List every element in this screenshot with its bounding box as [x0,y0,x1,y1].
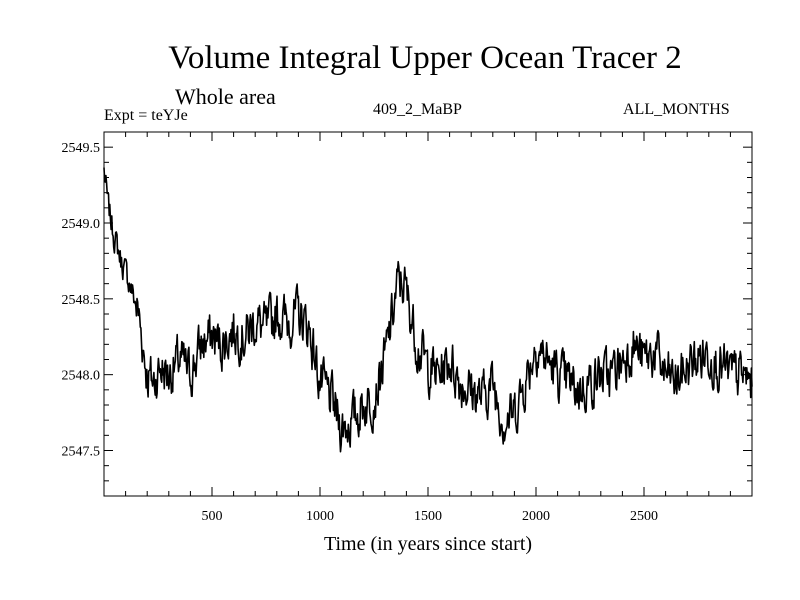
experiment-label: Expt = teYJe [104,107,188,124]
y-tick-label: 2548.0 [62,369,101,384]
axis-tick-labels: 500 1000 1500 2000 2500 2547.5 2548.0 2548.5 254… [62,141,659,524]
x-tick-label: 2500 [630,509,658,524]
chart-subtitle: Whole area [175,84,276,109]
period-label: 409_2_MaBP [373,101,462,118]
y-tick-label: 2549.0 [62,217,101,232]
series-line [103,167,753,453]
x-tick-label: 2000 [522,509,550,524]
months-label: ALL_MONTHS [623,101,730,118]
x-axis-label: Time (in years since start) [323,533,533,555]
x-tick-label: 1000 [306,509,334,524]
chart-title: Volume Integral Upper Ocean Tracer 2 [168,40,682,76]
x-tick-label: 500 [202,509,223,524]
y-tick-label: 2548.5 [62,293,101,308]
axis-ticks [104,132,752,496]
y-tick-label: 2547.5 [62,445,101,460]
plot-frame [103,131,753,497]
x-tick-label: 1500 [414,509,442,524]
y-tick-label: 2549.5 [62,141,101,156]
